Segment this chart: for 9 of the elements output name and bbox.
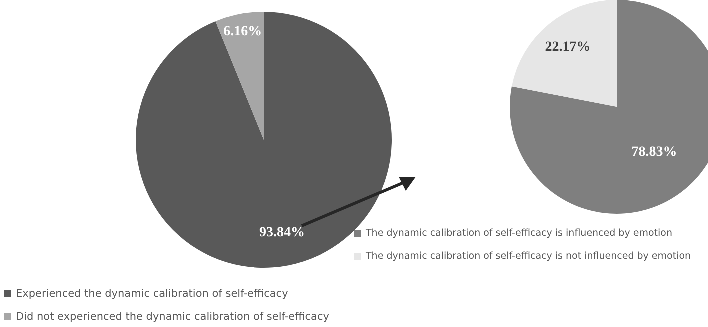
legend-label: Experienced the dynamic calibration of self-efficacy bbox=[16, 288, 288, 300]
legend-label: Did not experienced the dynamic calibration of self-efficacy bbox=[16, 310, 330, 322]
pie-slice bbox=[216, 12, 264, 140]
data-label: 78.83% bbox=[632, 144, 678, 160]
data-label: 22.17% bbox=[545, 40, 591, 56]
data-label: 93.84% bbox=[259, 225, 305, 240]
data-label: 6.16% bbox=[224, 24, 262, 40]
legend-label: The dynamic calibration of self-efficacy is influenced by emotion bbox=[366, 228, 672, 239]
legend-label: The dynamic calibration of self-efficacy is not influenced by emotion bbox=[366, 251, 692, 262]
